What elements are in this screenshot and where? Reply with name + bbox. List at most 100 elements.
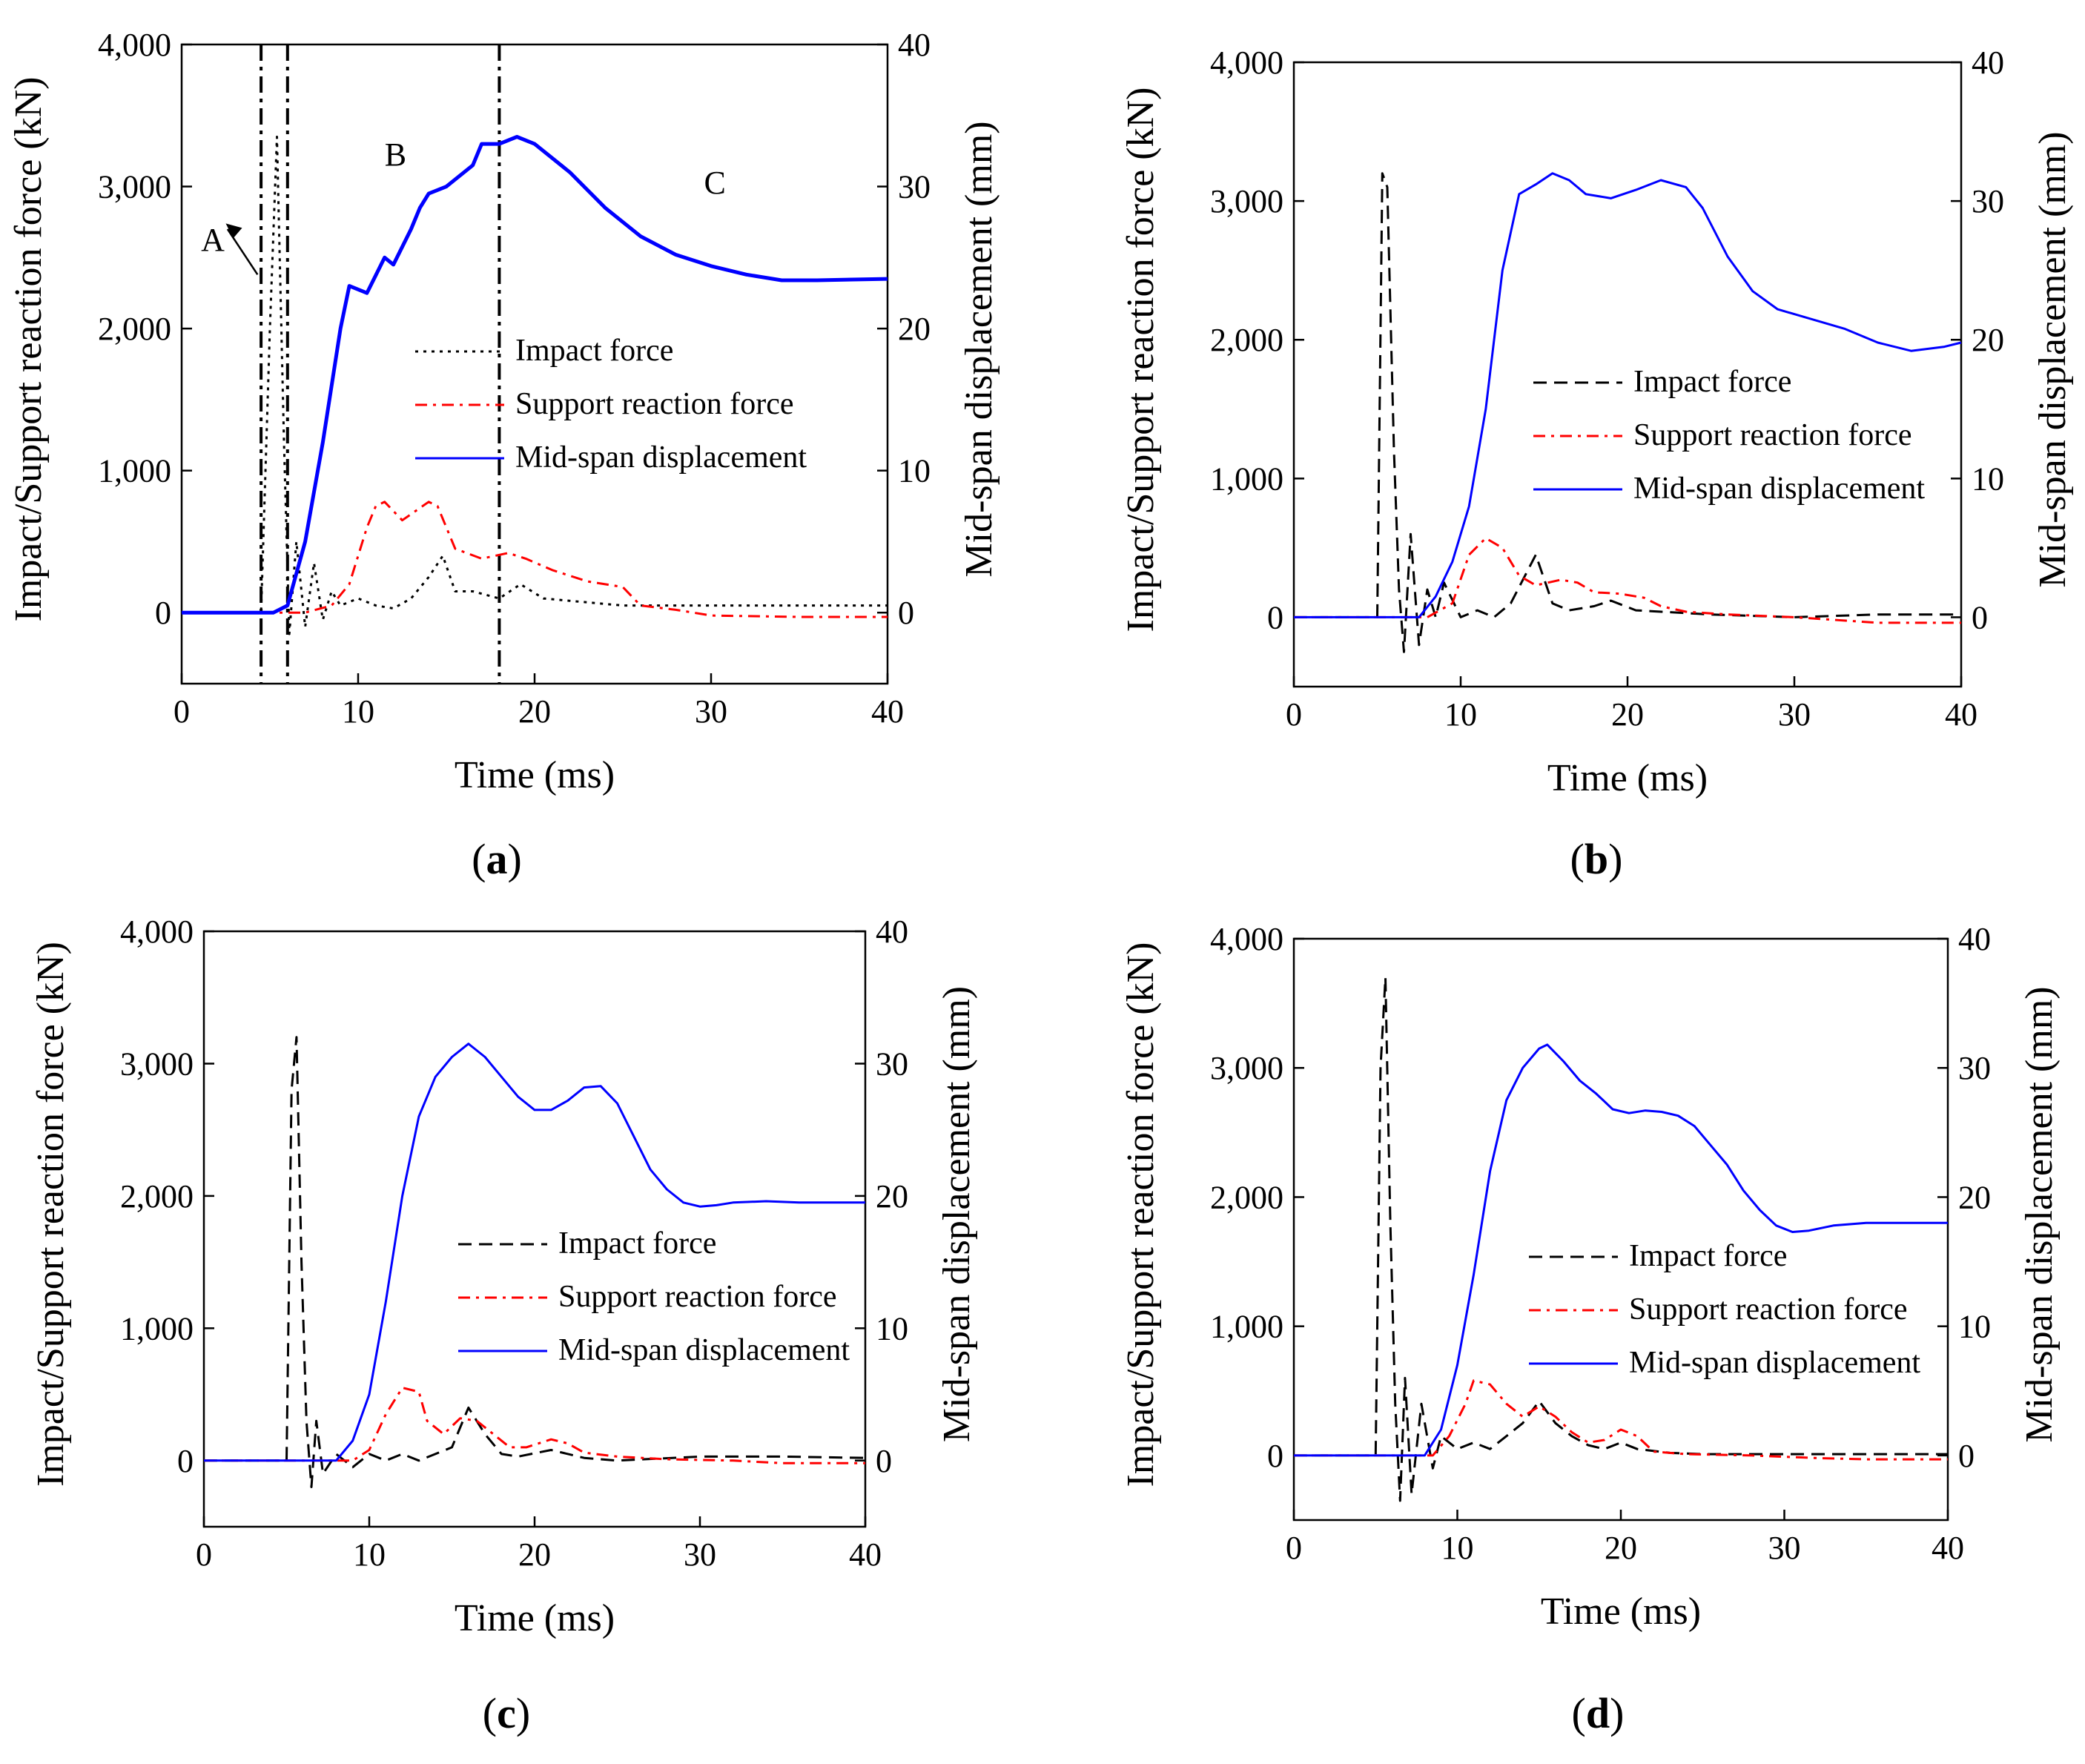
- panel-a-x-tick-label: 30: [695, 693, 727, 730]
- panel-d-y-left-axis-label: Impact/Support reaction force (kN): [1120, 942, 1162, 1487]
- panel-d-series-impact-force: [1294, 976, 1948, 1502]
- panel-b-y-right-tick-label: 40: [1972, 44, 2004, 81]
- panel-b-x-tick-label: 10: [1444, 696, 1477, 733]
- panel-b-y-left-tick-label: 0: [1267, 599, 1283, 635]
- panel-c-y-right-axis-label: Mid-span displacement (mm): [936, 986, 978, 1442]
- panel-c-y-left-tick-label: 4,000: [120, 914, 194, 950]
- panel-a-y-left-tick-label: 1,000: [98, 453, 171, 489]
- panel-b-plot-frame: [1292, 61, 1963, 688]
- panel-a-series-impact-force: [182, 136, 888, 635]
- panel-a-y-left-tick-label: 0: [155, 595, 171, 631]
- panel-c-y-left-axis-label: Impact/Support reaction force (kN): [30, 942, 72, 1487]
- panel-d-y-left-tick-label: 1,000: [1210, 1309, 1283, 1345]
- panel-d-x-tick-label: 30: [1768, 1530, 1801, 1566]
- panel-c-y-right-tick-label: 40: [876, 914, 908, 950]
- panel-b-y-right-tick-label: 10: [1972, 460, 2004, 497]
- panel-d-x-tick-label: 20: [1605, 1530, 1637, 1566]
- panel-c-plot-frame: [202, 930, 867, 1528]
- panel-b-x-axis-label: Time (ms): [1547, 757, 1708, 799]
- panel-b-legend-label: Impact force: [1633, 365, 1791, 399]
- panel-c-series-impact-force: [204, 1036, 866, 1488]
- panel-b-y-right-axis-label: Mid-span displacement (mm): [2032, 131, 2074, 587]
- panel-d-x-tick-label: 40: [1932, 1530, 1964, 1566]
- panel-a-y-left-axis-label: Impact/Support reaction force (kN): [7, 77, 50, 622]
- panel-c-x-tick-label: 20: [518, 1536, 551, 1573]
- panel-a-y-left-tick-label: 3,000: [98, 169, 171, 205]
- panel-c-legend-label: Impact force: [558, 1226, 716, 1261]
- panel-c-x-axis-label: Time (ms): [455, 1597, 615, 1639]
- panel-c-y-left-tick-label: 1,000: [120, 1310, 194, 1347]
- panel-a-x-axis-label: Time (ms): [455, 754, 615, 796]
- panel-d-y-left-tick-label: 0: [1267, 1438, 1283, 1474]
- panel-a-y-right-axis-label: Mid-span displacement (mm): [958, 121, 1000, 577]
- panel-a-phase-a-label: A: [201, 222, 225, 258]
- panel-b: 0 10 20 30 40 0 1,000 2,000 3,000 4,000 0 10 20 30 40 T…: [1120, 44, 2074, 883]
- panel-d-y-right-tick-label: 20: [1958, 1179, 1991, 1215]
- panel-a-caption: (a): [472, 835, 522, 883]
- panel-b-x-tick-label: 0: [1286, 696, 1302, 733]
- panel-c: 0 10 20 30 40 0 1,000 2,000 3,000 4,000 0 10 20 30 40 T…: [30, 914, 978, 1737]
- panel-a-legend-label: Support reaction force: [515, 387, 794, 421]
- panel-a-x-tick-label: 20: [518, 693, 551, 730]
- panel-a-legend-label: Mid-span displacement: [515, 440, 807, 475]
- panel-c-legend-label: Mid-span displacement: [558, 1333, 850, 1367]
- panel-b-legend-label: Support reaction force: [1633, 418, 1912, 452]
- panel-a-legend-label: Impact force: [515, 334, 673, 368]
- panel-c-legend-label: Support reaction force: [558, 1280, 837, 1314]
- panel-c-y-left-tick-label: 2,000: [120, 1178, 194, 1215]
- panel-d-y-right-tick-label: 40: [1958, 921, 1991, 957]
- panel-c-caption: (c): [483, 1689, 530, 1737]
- panel-a-x-tick-label: 40: [871, 693, 904, 730]
- panel-d-legend-label: Impact force: [1629, 1239, 1787, 1273]
- panel-a-x-tick-label: 10: [342, 693, 374, 730]
- panel-b-y-left-tick-label: 4,000: [1210, 44, 1283, 81]
- panel-d-plot-frame: [1292, 937, 1949, 1522]
- panel-d-legend-label: Support reaction force: [1629, 1292, 1908, 1327]
- panel-b-x-tick-label: 40: [1945, 696, 1977, 733]
- panel-b-y-right-tick-label: 20: [1972, 322, 2004, 358]
- panel-b-y-left-tick-label: 3,000: [1210, 183, 1283, 219]
- panel-c-x-tick-label: 10: [353, 1536, 386, 1573]
- panel-a-phase-c-label: C: [704, 165, 725, 201]
- panel-b-caption: (b): [1570, 835, 1623, 883]
- panel-c-y-right-tick-label: 0: [876, 1443, 892, 1479]
- panel-d-legend-label: Mid-span displacement: [1629, 1346, 1920, 1380]
- panel-c-x-tick-label: 40: [849, 1536, 882, 1573]
- panel-b-y-right-tick-label: 0: [1972, 599, 1988, 635]
- panel-d-y-right-tick-label: 30: [1958, 1050, 1991, 1086]
- panel-a-y-right-tick-label: 0: [898, 595, 914, 631]
- panel-d-series-support-reaction-force: [1294, 1379, 1948, 1461]
- panel-a-y-right-tick-label: 30: [898, 169, 931, 205]
- panel-c-series-support-reaction-force: [204, 1387, 865, 1464]
- panel-b-y-left-axis-label: Impact/Support reaction force (kN): [1120, 87, 1162, 632]
- panel-b-series-support-reaction-force: [1294, 537, 1961, 624]
- panel-d-y-right-tick-label: 10: [1958, 1309, 1991, 1345]
- panel-b-y-left-tick-label: 2,000: [1210, 322, 1283, 358]
- panel-d-y-right-tick-label: 0: [1958, 1438, 1975, 1474]
- panel-a: 0 10 20 30 40 0 1,000 2,000 3,000 4,000 0 10 20 30 40 T…: [7, 27, 1000, 883]
- panel-b-y-left-tick-label: 1,000: [1210, 460, 1283, 497]
- panel-c-y-right-tick-label: 30: [876, 1045, 908, 1082]
- panel-d-x-tick-label: 0: [1286, 1530, 1302, 1566]
- panel-d-y-left-tick-label: 4,000: [1210, 921, 1283, 957]
- panel-c-series-mid-span-displacement: [204, 1043, 865, 1462]
- panel-a-x-tick-label: 0: [174, 693, 190, 730]
- panel-a-y-right-tick-label: 10: [898, 453, 931, 489]
- panel-a-phase-b-label: B: [385, 136, 406, 173]
- panel-d-x-axis-label: Time (ms): [1541, 1590, 1701, 1633]
- panel-d-caption: (d): [1572, 1689, 1625, 1737]
- panel-b-series-mid-span-displacement: [1294, 172, 1962, 618]
- panel-b-x-tick-label: 20: [1611, 696, 1644, 733]
- panel-a-y-left-tick-label: 4,000: [98, 27, 171, 63]
- panel-c-x-tick-label: 30: [684, 1536, 716, 1573]
- panel-b-x-tick-label: 30: [1778, 696, 1811, 733]
- panel-a-series-mid-span-displacement: [182, 135, 888, 615]
- panel-c-y-right-tick-label: 10: [876, 1310, 908, 1347]
- panel-a-phase-a-arrowhead: [225, 223, 242, 239]
- panel-c-y-left-tick-label: 3,000: [120, 1045, 194, 1082]
- panel-d-y-right-axis-label: Mid-span displacement (mm): [2018, 986, 2061, 1442]
- panel-d-y-left-tick-label: 3,000: [1210, 1050, 1283, 1086]
- panel-a-y-left-tick-label: 2,000: [98, 311, 171, 347]
- panel-d-series-mid-span-displacement: [1294, 1043, 1948, 1457]
